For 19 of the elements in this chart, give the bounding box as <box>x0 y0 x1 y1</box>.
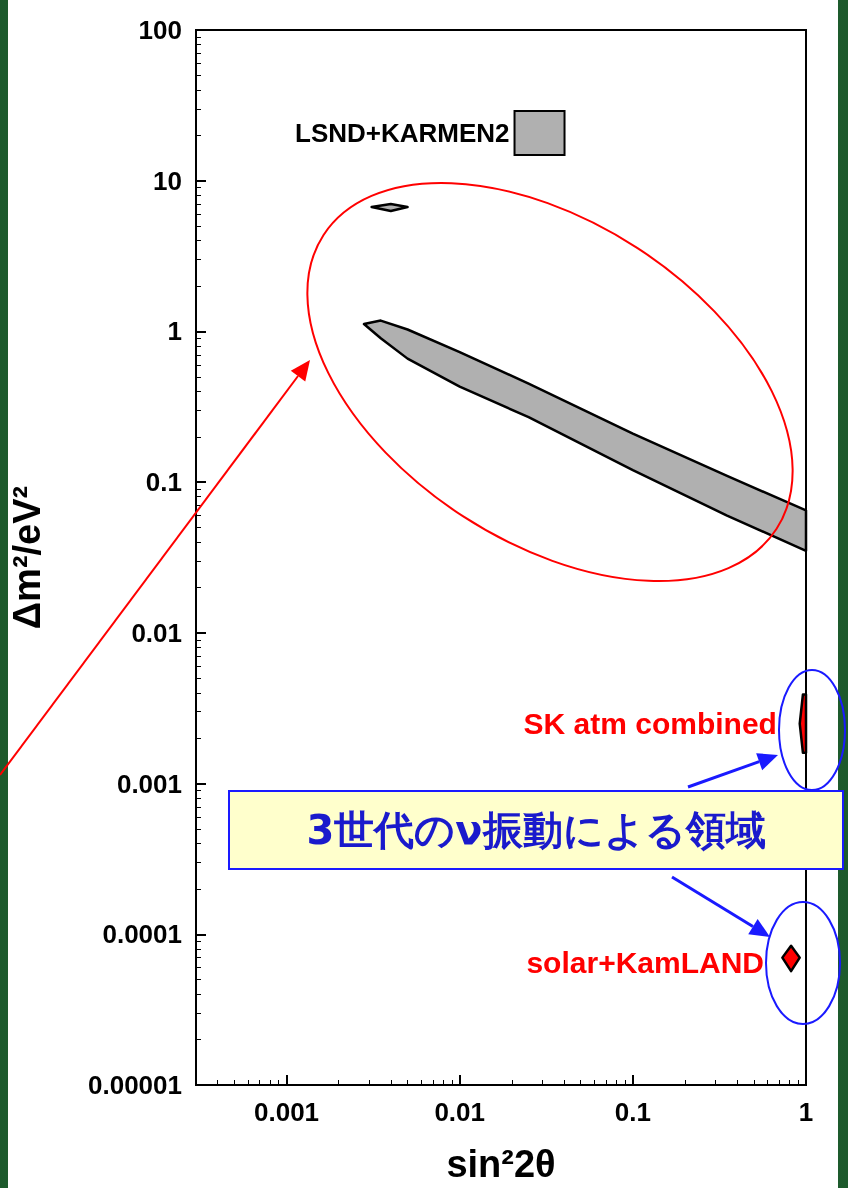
x-tick-label: 0.01 <box>434 1097 485 1127</box>
x-tick-label: 0.001 <box>254 1097 320 1127</box>
y-tick-label: 0.01 <box>131 617 182 648</box>
y-tick-label: 100 <box>138 15 182 45</box>
annotation: solar+KamLAND <box>526 945 764 979</box>
y-tick-label: 1 <box>167 316 182 347</box>
y-tick-label: 10 <box>153 165 182 196</box>
x-tick-label: 0.1 <box>614 1097 651 1127</box>
legend-label: LSND+KARMEN2 <box>294 118 510 148</box>
annotation: 3世代のν振動による領域 <box>306 805 766 855</box>
y-tick-label: 0.1 <box>145 467 182 498</box>
y-tick-label: 0.0001 <box>102 919 182 950</box>
y-axis-title: Δm²/eV² <box>6 485 48 630</box>
y-tick-label: 0.00001 <box>88 1070 182 1100</box>
callout-box: 3世代のν振動による領域 <box>228 790 844 870</box>
y-tick-label: 0.001 <box>116 768 182 799</box>
x-tick-label: 1 <box>798 1097 814 1127</box>
annotation: SK atm combined <box>523 707 777 741</box>
x-axis-title: sin²2θ <box>446 1143 556 1185</box>
